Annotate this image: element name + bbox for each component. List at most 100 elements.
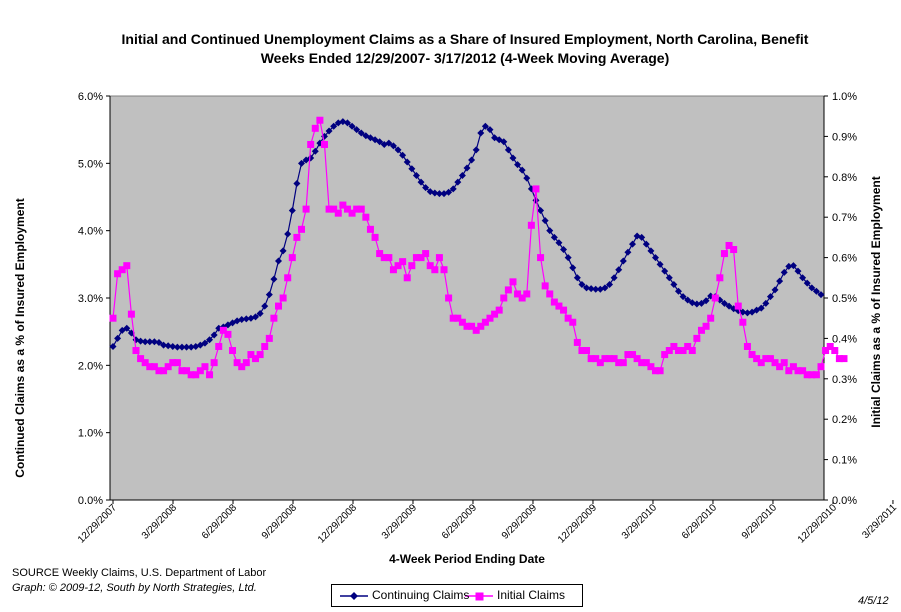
data-point (661, 351, 669, 359)
data-point (403, 274, 411, 282)
data-point (311, 124, 319, 132)
data-point (127, 310, 135, 318)
data-point (619, 359, 627, 367)
data-point (748, 351, 756, 359)
data-point (720, 299, 728, 307)
data-point (265, 291, 273, 299)
legend-markers (340, 592, 493, 601)
data-point (633, 355, 641, 363)
data-point (651, 367, 659, 375)
data-point (307, 154, 315, 162)
data-point (720, 250, 728, 258)
data-point (160, 341, 168, 349)
data-point (288, 206, 296, 214)
x-tick-label: 9/29/2008 (260, 502, 300, 542)
data-point (385, 254, 393, 262)
right-tick-label: 0.5% (832, 293, 857, 305)
x-tick-label: 6/29/2008 (200, 502, 240, 542)
data-point (794, 267, 802, 275)
data-point (109, 314, 117, 322)
left-tick-label: 6.0% (78, 91, 103, 103)
right-tick-label: 0.9% (832, 131, 857, 143)
data-point (606, 355, 614, 363)
data-point (509, 278, 517, 286)
data-point (546, 227, 554, 235)
data-point (311, 147, 319, 155)
data-point (550, 233, 558, 241)
left-tick-label: 5.0% (78, 158, 103, 170)
data-point (173, 343, 181, 351)
data-point (389, 266, 397, 274)
data-point (141, 359, 149, 367)
data-point (596, 359, 604, 367)
data-point (610, 274, 618, 282)
source-note: SOURCE Weekly Claims, U.S. Department of… (12, 567, 267, 579)
data-point (270, 314, 278, 322)
data-point (233, 359, 241, 367)
data-point (155, 338, 163, 346)
data-point (527, 221, 535, 229)
data-point (541, 217, 549, 225)
data-point (468, 322, 476, 330)
data-point (164, 363, 172, 371)
data-point (504, 146, 512, 154)
data-point (693, 334, 701, 342)
left-tick-label: 4.0% (78, 226, 103, 238)
data-point (799, 274, 807, 282)
data-point (638, 233, 646, 241)
data-point (725, 241, 733, 249)
data-point (674, 287, 682, 295)
data-point (739, 318, 747, 326)
data-point (808, 284, 816, 292)
data-point (573, 274, 581, 282)
data-point (454, 178, 462, 186)
data-point (293, 180, 301, 188)
data-point (587, 285, 595, 293)
data-point (587, 355, 595, 363)
data-point (399, 151, 407, 159)
data-point (417, 178, 425, 186)
data-point (743, 342, 751, 350)
data-point (215, 342, 223, 350)
data-point (785, 367, 793, 375)
data-point (155, 367, 163, 375)
data-point (647, 363, 655, 371)
right-tick-label: 0.7% (832, 212, 857, 224)
data-point (743, 309, 751, 317)
data-point (592, 285, 600, 293)
data-point (780, 359, 788, 367)
data-point (242, 315, 250, 323)
data-point (578, 281, 586, 289)
data-point (417, 254, 425, 262)
series-initial-claims (109, 116, 848, 379)
data-point (702, 297, 710, 305)
data-point (776, 363, 784, 371)
data-point (615, 266, 623, 274)
data-point (812, 371, 820, 379)
data-point (206, 336, 214, 344)
x-tick-label: 9/29/2009 (500, 502, 540, 542)
right-axis-ticks: 0.0% 0.1% 0.2% 0.3% 0.4% 0.5% 0.6% 0.7% 0.8% 0.9%… (824, 91, 857, 507)
data-point (270, 275, 278, 283)
data-point (187, 343, 195, 351)
data-point (431, 266, 439, 274)
data-point (739, 308, 747, 316)
x-tick-label: 12/29/2008 (316, 502, 359, 545)
data-point (514, 290, 522, 298)
data-point (137, 337, 145, 345)
data-point (183, 367, 191, 375)
data-point (403, 158, 411, 166)
x-tick-label: 12/29/2007 (76, 502, 119, 545)
data-point (789, 363, 797, 371)
data-point (569, 318, 577, 326)
data-point (638, 359, 646, 367)
data-point (624, 351, 632, 359)
data-point (757, 304, 765, 312)
data-point (477, 322, 485, 330)
data-point (592, 355, 600, 363)
data-point (463, 322, 471, 330)
data-point (491, 310, 499, 318)
data-point (229, 347, 237, 355)
data-point (256, 351, 264, 359)
legend-label-continuing: Continuing Claims (372, 588, 470, 602)
